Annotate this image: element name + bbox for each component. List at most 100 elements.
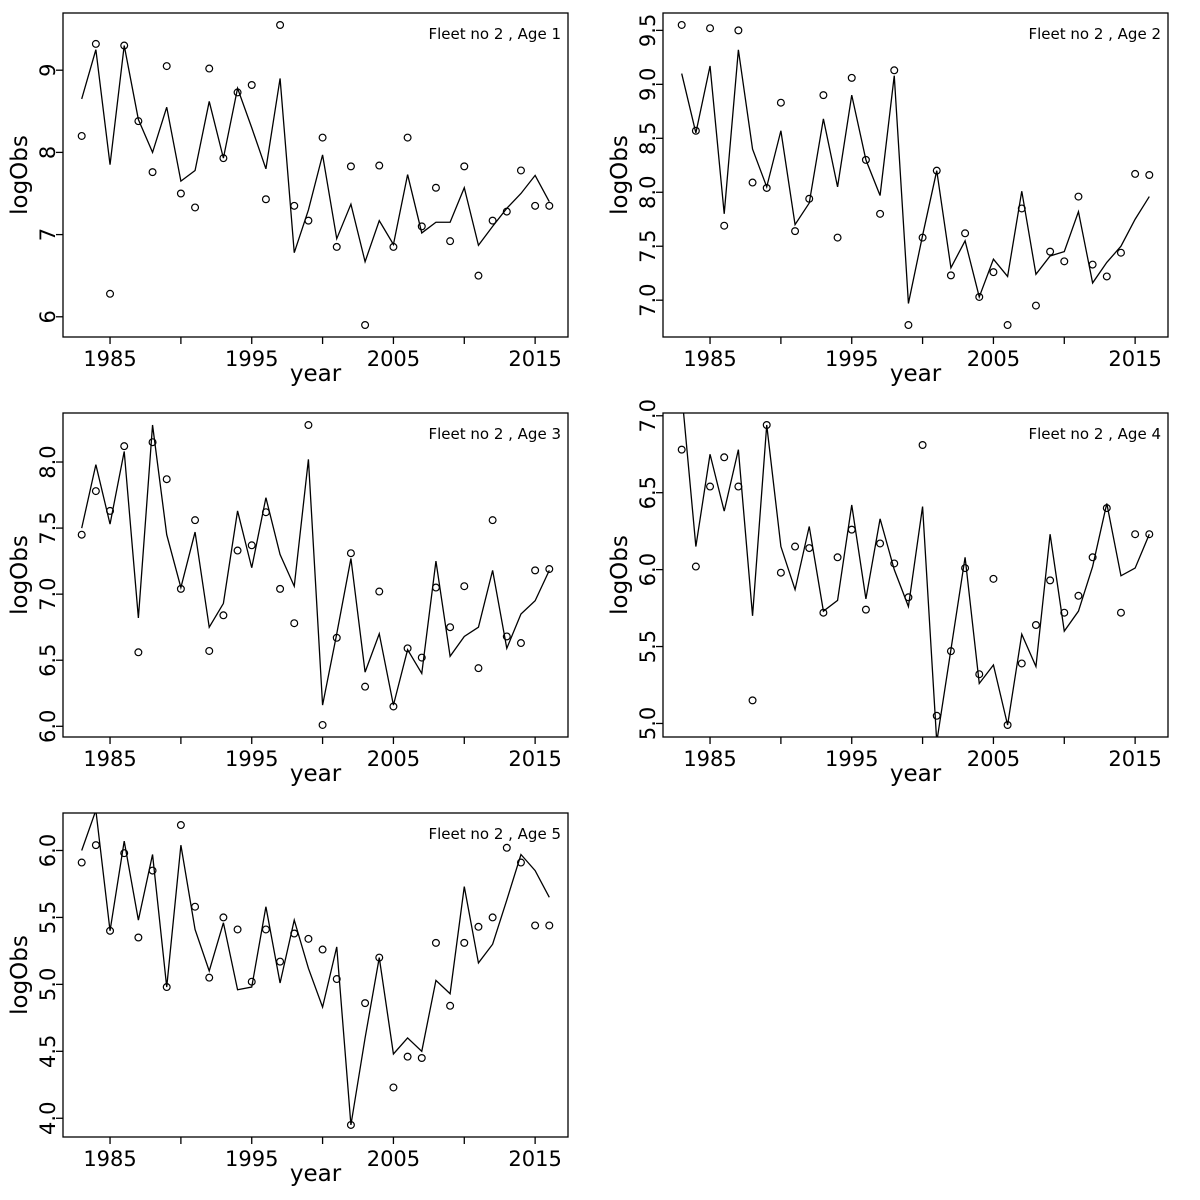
obs-point <box>417 222 426 231</box>
obs-point <box>460 582 469 591</box>
obs-point <box>162 983 171 992</box>
x-tick-label: 1995 <box>825 747 878 771</box>
y-axis-title: logObs <box>7 935 33 1015</box>
obs-point <box>1145 530 1154 539</box>
y-axis-title: logObs <box>7 135 33 215</box>
x-tick-label: 2005 <box>367 1147 420 1171</box>
obs-point <box>918 440 927 449</box>
plot-box <box>62 12 569 338</box>
x-axis: 1985 1995 2005 2015 <box>683 737 1162 771</box>
obs-point <box>304 216 313 225</box>
y-tick-label: 8.0 <box>636 176 660 209</box>
obs-point <box>233 88 242 97</box>
x-tick-label: 1985 <box>683 747 736 771</box>
x-axis-title: year <box>890 361 942 387</box>
obs-point <box>531 921 540 930</box>
obs-point <box>677 445 686 454</box>
obs-point <box>1116 248 1125 257</box>
obs-point <box>318 945 327 954</box>
obs-point <box>120 442 129 451</box>
y-tick-label: 9 <box>36 64 60 77</box>
obs-point <box>290 929 299 938</box>
y-tick-label: 4.5 <box>36 1035 60 1068</box>
y-axis: 7.0 7.5 8.0 8.5 9.0 9.5 <box>636 14 663 317</box>
obs-point <box>488 216 497 225</box>
obs-point <box>460 938 469 947</box>
obs-point <box>290 619 299 628</box>
x-axis: 1985 1995 2005 2015 <box>83 737 562 771</box>
obs-point <box>946 271 955 280</box>
obs-point <box>1060 257 1069 266</box>
panel-title: Fleet no 2 , Age 4 <box>1028 425 1161 443</box>
obs-point <box>446 237 455 246</box>
x-axis: 1985 1995 2005 2015 <box>83 337 562 371</box>
x-tick-label: 1995 <box>225 747 278 771</box>
obs-point <box>332 633 341 642</box>
obs-point <box>205 646 214 655</box>
obs-point <box>516 858 525 867</box>
obs-point <box>318 133 327 142</box>
chart-panel-age-1: 1985 1995 2005 2015 6 7 8 9 year logObs Fleet no 2… <box>0 0 600 400</box>
obs-point <box>1003 321 1012 330</box>
obs-point <box>77 858 86 867</box>
obs-point <box>876 539 885 548</box>
obs-point <box>219 154 228 163</box>
obs-point <box>162 62 171 71</box>
x-axis-title: year <box>290 361 342 387</box>
obs-point <box>989 574 998 583</box>
obs-point <box>776 568 785 577</box>
observed-points <box>677 421 1154 730</box>
obs-point <box>975 670 984 679</box>
obs-point <box>932 166 941 175</box>
obs-point <box>961 564 970 573</box>
plot-box <box>662 412 1169 738</box>
y-axis-title: logObs <box>7 535 33 615</box>
obs-point <box>1003 721 1012 730</box>
x-tick-label: 2015 <box>508 347 561 371</box>
obs-point <box>134 117 143 126</box>
y-tick-label: 6.0 <box>36 710 60 743</box>
y-tick-label: 8 <box>36 146 60 159</box>
obs-point <box>176 821 185 830</box>
fitted-line <box>681 49 1150 304</box>
obs-point <box>748 178 757 187</box>
obs-point <box>176 584 185 593</box>
y-tick-label: 5.5 <box>36 901 60 934</box>
obs-point <box>276 584 285 593</box>
chart-svg-age-1: 1985 1995 2005 2015 6 7 8 9 year logObs Fleet no 2… <box>7 12 569 387</box>
obs-point <box>446 1001 455 1010</box>
obs-point <box>488 516 497 525</box>
y-axis: 4.0 4.5 5.0 5.5 6.0 <box>36 834 63 1135</box>
obs-point <box>417 1054 426 1063</box>
obs-point <box>361 999 370 1008</box>
y-tick-label: 4.0 <box>36 1102 60 1135</box>
obs-point <box>1145 171 1154 180</box>
obs-point <box>847 525 856 534</box>
obs-point <box>460 162 469 171</box>
y-tick-label: 6 <box>36 310 60 323</box>
obs-point <box>247 541 256 550</box>
chart-svg-age-4: 1985 1995 2005 2015 5.0 5.5 6.0 6.5 7.0 year logOb… <box>607 400 1169 787</box>
obs-point <box>989 268 998 277</box>
obs-point <box>77 530 86 539</box>
x-tick-label: 2005 <box>967 347 1020 371</box>
panel-title: Fleet no 2 , Age 2 <box>1028 25 1161 43</box>
chart-panel-age-5: 1985 1995 2005 2015 4.0 4.5 5.0 5.5 6.0 year logOb… <box>0 800 600 1200</box>
x-tick-label: 2015 <box>508 747 561 771</box>
obs-point <box>876 209 885 218</box>
obs-point <box>762 421 771 430</box>
obs-point <box>1060 608 1069 617</box>
obs-point <box>233 546 242 555</box>
obs-point <box>403 644 412 653</box>
obs-point <box>1102 272 1111 281</box>
obs-point <box>1131 530 1140 539</box>
obs-point <box>389 1083 398 1092</box>
obs-point <box>446 623 455 632</box>
obs-point <box>502 207 511 216</box>
y-tick-label: 8.0 <box>36 445 60 478</box>
x-axis: 1985 1995 2005 2015 <box>83 1137 562 1171</box>
obs-point <box>403 1052 412 1061</box>
obs-point <box>748 696 757 705</box>
obs-point <box>819 91 828 100</box>
obs-point <box>91 841 100 850</box>
